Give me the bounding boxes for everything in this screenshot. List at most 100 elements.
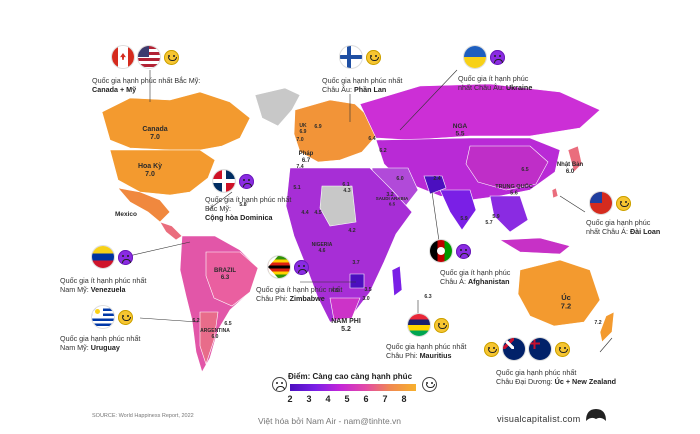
sad-face-icon [490, 49, 505, 65]
country-score-small: 5.7 [485, 220, 492, 226]
indonesia-shape [498, 237, 571, 255]
taiwan-flag-icon [590, 192, 612, 214]
country-score: 7.2 [561, 302, 571, 311]
south-africa-shape [329, 297, 361, 321]
se-asia-shape [489, 195, 529, 233]
country-label: TRUNG QUỐC [495, 183, 533, 190]
happy-face-icon [555, 341, 570, 357]
annotation-af: Quốc gia ít hạnh phúc Châu Á: Afghanistan [440, 268, 511, 286]
legend-tick: 7 [382, 394, 388, 404]
africa-shape [285, 167, 413, 323]
country-score: 6.7 [302, 158, 311, 164]
china-shape [465, 145, 549, 191]
afghanistan-flag-icon [430, 240, 452, 262]
zimbabwe-shape [349, 273, 365, 289]
country-score-small: 6.3 [424, 294, 431, 300]
annotation-uy: Quốc gia hạnh phúc nhất Nam Mỹ: Uruguay [60, 334, 141, 352]
taiwan-shape [551, 187, 559, 199]
country-label: Mexico [115, 211, 137, 218]
annotation-tw: Quốc gia hạnh phúc nhất Châu Á: Đài Loan [586, 218, 661, 236]
australia-flag-icon [529, 338, 551, 360]
country-label: BRAZIL [214, 268, 236, 274]
annotation-ua: Quốc gia ít hạnh phúc nhất Châu Âu: Ukrai… [458, 74, 533, 92]
country-score-small: 4.5 [331, 288, 338, 294]
happy-face-icon [616, 195, 631, 211]
afghanistan-shape [423, 175, 447, 195]
country-label: Hoa Kỳ [138, 163, 162, 170]
usa-shape [109, 149, 216, 196]
happy-face-icon [484, 341, 499, 357]
country-score-small: 4.5 [314, 210, 321, 216]
country-score-small: 7.2 [594, 320, 601, 326]
country-score-small: 5.1 [293, 185, 300, 191]
flags-finland [340, 46, 381, 68]
legend-tick: 6 [363, 394, 369, 404]
brand-url: visualcapitalist.com [497, 414, 581, 424]
country-score-small: 6.5 [521, 167, 528, 173]
country-score-small: 3.5 [364, 287, 371, 293]
visual-capitalist-logo-icon [586, 409, 606, 421]
annotation-oc: Quốc gia hạnh phúc nhất Châu Đại Dương: Ú… [496, 368, 616, 386]
country-score-small: 5.8 [239, 202, 246, 208]
legend-tick: 3 [306, 394, 312, 404]
country-label: Canada [142, 126, 167, 133]
legend-title: Điểm: Càng cao càng hạnh phúc [288, 372, 413, 381]
canada-shape [101, 91, 251, 151]
country-label: UK [299, 123, 307, 129]
translation-credit: Việt hóa bởi Nam Air - nam@tinhte.vn [258, 416, 402, 426]
flags-mauritius [408, 314, 449, 336]
legend-tick: 5 [344, 394, 350, 404]
new-zealand-shape [599, 311, 615, 343]
country-score-small: 4.4 [301, 210, 308, 216]
japan-shape [567, 145, 583, 173]
annotation-mu: Quốc gia hạnh phúc nhất Châu Phi: Mauriti… [386, 342, 467, 360]
flags-afghanistan [430, 240, 471, 262]
legend-tick: 8 [401, 394, 407, 404]
zimbabwe-flag-icon [268, 256, 290, 278]
country-score: 4.6 [319, 248, 326, 254]
country-score-small: 4.3 [343, 188, 350, 194]
country-score-small: 5.9 [492, 214, 499, 220]
country-label: Nhật Bản [557, 162, 584, 168]
country-label: NIGERIA [312, 242, 333, 248]
country-label: NAM PHI [331, 318, 361, 325]
legend-tick: 4 [325, 394, 331, 404]
country-score: 5.6 [510, 191, 518, 197]
source-note: SOURCE: World Happiness Report, 2022 [92, 413, 194, 419]
happy-face-icon [366, 49, 381, 65]
canada-flag-icon [112, 46, 134, 68]
mauritius-flag-icon [408, 314, 430, 336]
madagascar-shape [391, 265, 403, 297]
country-score: 7.0 [150, 134, 160, 141]
finland-flag-icon [340, 46, 362, 68]
country-score-small: 6.2 [192, 318, 199, 324]
greenland [254, 87, 301, 127]
legend-color-bar [290, 384, 416, 391]
annotation-do: Quốc gia ít hạnh phúc nhất Bắc Mỹ: Cộng hò… [205, 195, 292, 222]
country-score: 6.5 [389, 202, 396, 207]
sad-face-icon [272, 377, 287, 392]
country-score-small: 2.4 [433, 176, 440, 182]
country-score: 5.5 [455, 131, 464, 138]
country-score-small: 6.5 [224, 321, 231, 327]
country-score-small: 6.0 [396, 176, 403, 182]
country-score-small: 7.4 [296, 164, 303, 170]
flags-zimbabwe [268, 256, 309, 278]
flags-dominican [213, 170, 254, 192]
uruguay-flag-icon [92, 306, 114, 328]
flags-uruguay [92, 306, 133, 328]
dominican-flag-icon [213, 170, 235, 192]
country-score-small: 6.2 [379, 148, 386, 154]
country-label: SAUDI ARABIA [376, 196, 409, 201]
usa-flag-icon [138, 46, 160, 68]
country-label: ARGENTINA [200, 328, 230, 334]
country-score-small: 3.2 [386, 192, 393, 198]
country-label: NGA [453, 123, 468, 130]
happy-face-icon [422, 377, 437, 392]
country-label: Pháp [299, 151, 314, 157]
country-score: 7.0 [145, 171, 155, 178]
country-score-small: 6.9 [314, 124, 321, 130]
flags-canada-usa [112, 46, 179, 68]
sad-face-icon [239, 173, 254, 189]
